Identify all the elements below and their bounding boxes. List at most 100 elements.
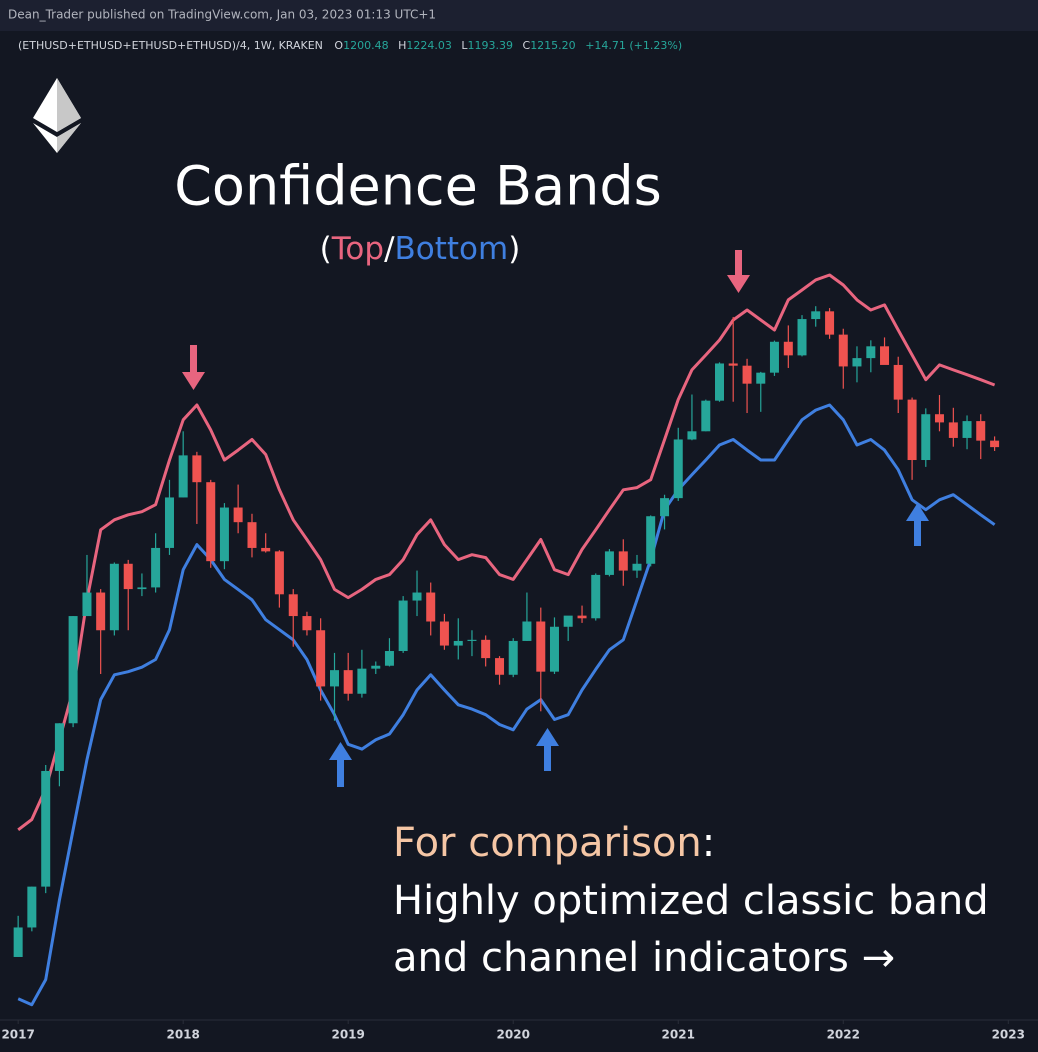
candle-body (68, 616, 78, 724)
ohlc-key: L (461, 39, 468, 52)
slash: / (384, 231, 395, 267)
annotation-line: Highly optimized classic band (393, 878, 989, 924)
candle-body (508, 640, 518, 675)
arrow-down (727, 250, 750, 293)
candle-body (247, 522, 257, 548)
ohlc-value: 1215.20 (530, 39, 576, 52)
candle-body (893, 364, 903, 400)
candle-body (880, 346, 890, 365)
candle-body (522, 621, 532, 641)
candle-body (481, 639, 491, 659)
candle-body (618, 551, 628, 571)
candle-body (866, 346, 876, 359)
candle-body (632, 563, 642, 571)
x-tick-label: 2018 (166, 1028, 199, 1042)
candle-body (357, 668, 367, 694)
candle-body (934, 414, 944, 423)
candle-body (41, 770, 51, 887)
candle-body (907, 399, 917, 461)
candle-body (343, 670, 353, 694)
x-tick-label: 2019 (331, 1028, 364, 1042)
candle-body (604, 551, 614, 575)
eth-logo (33, 78, 81, 153)
candle-body (495, 658, 505, 675)
legend-top: Top (331, 231, 384, 267)
candle-body (219, 507, 229, 562)
symbol: (ETHUSD+ETHUSD+ETHUSD+ETHUSD)/4, 1W, KRA… (18, 39, 323, 52)
x-tick-label: 2021 (662, 1028, 695, 1042)
ohlc-value: 1193.39 (468, 39, 514, 52)
candle-body (673, 439, 683, 499)
candle-body (439, 621, 449, 646)
candle-body (549, 626, 559, 672)
candle-body (921, 414, 931, 461)
candle-body (563, 615, 573, 627)
candle-body (206, 482, 216, 562)
candle-body (384, 651, 394, 666)
paren: ) (508, 231, 520, 267)
candle-body (398, 600, 408, 652)
candle-body (192, 455, 202, 483)
candle-body (591, 574, 601, 619)
colon: : (702, 820, 715, 866)
candle-body (701, 400, 711, 432)
candle-body (302, 616, 312, 631)
header-bar (0, 0, 1038, 31)
candle-body (852, 358, 862, 367)
x-tick-label: 2020 (497, 1028, 530, 1042)
candle-body (453, 640, 463, 646)
paren: ( (320, 231, 332, 267)
candle-body (233, 507, 243, 523)
candle-body (96, 592, 106, 631)
candle-body (783, 341, 793, 356)
x-tick-label: 2017 (1, 1028, 34, 1042)
candle-body (164, 497, 174, 548)
candle-body (330, 670, 340, 687)
candle-body (990, 440, 1000, 448)
arrow-up (329, 742, 352, 787)
arrow-up (906, 503, 929, 546)
published-by: Dean_Trader published on TradingView.com… (8, 8, 436, 22)
ohlc-key: O (334, 39, 343, 52)
candle-body (811, 311, 821, 320)
legend-bottom: Bottom (395, 231, 509, 267)
ohlc-key: H (398, 39, 406, 52)
ohlc-value: 1200.48 (343, 39, 389, 52)
candle-body (660, 498, 670, 517)
candle-body (261, 547, 271, 552)
title: Confidence Bands (174, 155, 662, 218)
change: +14.71 (+1.23%) (585, 39, 682, 52)
candle-body (728, 363, 738, 366)
candle-body (646, 516, 656, 564)
candle-body (123, 563, 133, 590)
candle-body (274, 551, 284, 595)
arrow-down (182, 345, 205, 390)
candle-body (536, 621, 546, 672)
candle-body (838, 334, 848, 367)
candle-body (109, 563, 119, 631)
candle-body (412, 592, 422, 601)
plot-area (13, 273, 1009, 1024)
candle-body (371, 665, 381, 669)
candle-body (769, 341, 779, 373)
candle-body (27, 886, 37, 928)
candle-body (426, 592, 436, 622)
candle-body (756, 372, 766, 384)
candle-body (742, 365, 752, 384)
band-line (17, 403, 996, 1007)
candle-body (54, 723, 64, 771)
ohlc-value: 1224.03 (406, 39, 452, 52)
x-tick-label: 2022 (827, 1028, 860, 1042)
candle-body (825, 311, 835, 335)
candle-body (288, 594, 298, 617)
candle-body (797, 319, 807, 356)
arrow-up (536, 728, 559, 771)
subtitle: (Top/Bottom) (320, 231, 521, 267)
ohlc-key: C (523, 39, 531, 52)
x-tick-label: 2023 (992, 1028, 1025, 1042)
candle-body (13, 927, 23, 957)
candle-body (178, 455, 188, 498)
lead: For comparison (393, 820, 702, 866)
